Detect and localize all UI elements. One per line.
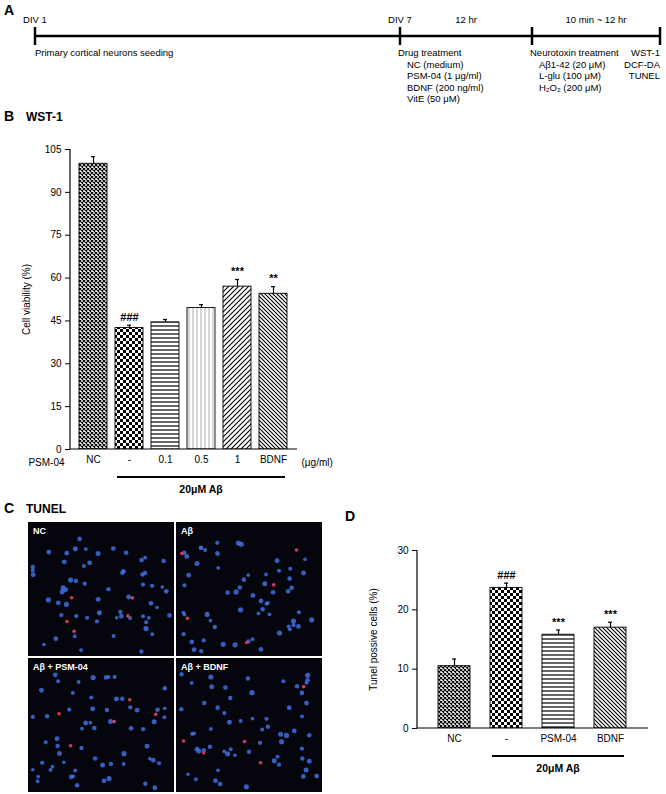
svg-text:BDNF: BDNF: [597, 733, 624, 744]
html-text:D: D: [345, 508, 356, 524]
svg-text:Primary cortical neurons seedi: Primary cortical neurons seeding: [35, 47, 173, 58]
svg-text:PSM-04 (1 μg/ml): PSM-04 (1 μg/ml): [407, 70, 482, 81]
svg-text:90: 90: [50, 187, 62, 198]
svg-text:H₂O₂ (200 μM): H₂O₂ (200 μM): [539, 82, 601, 93]
svg-text:-: -: [505, 733, 508, 744]
svg-text:Aβ + PSM-04: Aβ + PSM-04: [33, 662, 88, 672]
svg-text:VitE (50 μM): VitE (50 μM): [407, 93, 460, 104]
svg-text:Cell viability (%): Cell viability (%): [21, 264, 32, 335]
svg-text:TUNEL: TUNEL: [629, 70, 660, 81]
svg-text:BDNF: BDNF: [260, 454, 287, 465]
svg-text:20μM Aβ: 20μM Aβ: [536, 762, 580, 774]
svg-text:PSM-04: PSM-04: [28, 457, 65, 468]
svg-text:WST-1: WST-1: [631, 47, 660, 58]
svg-text:30: 30: [397, 545, 409, 556]
html-text:B: B: [4, 108, 15, 124]
svg-text:PSM-04: PSM-04: [540, 733, 577, 744]
svg-text:-: -: [128, 454, 131, 465]
svg-text:NC: NC: [86, 454, 100, 465]
svg-text:Tunel possive cells (%): Tunel possive cells (%): [368, 588, 379, 690]
svg-text:12 hr: 12 hr: [455, 14, 477, 25]
svg-text:0: 0: [403, 723, 409, 734]
svg-text:1: 1: [235, 454, 241, 465]
svg-text:20μM Aβ: 20μM Aβ: [179, 483, 223, 495]
svg-text:45: 45: [50, 315, 62, 326]
svg-text:Neurotoxin treatment: Neurotoxin treatment: [530, 47, 619, 58]
svg-text:30: 30: [50, 358, 62, 369]
svg-text:***: ***: [552, 616, 566, 628]
svg-text:10 min ~ 12 hr: 10 min ~ 12 hr: [566, 14, 627, 25]
svg-text:Aβ: Aβ: [181, 526, 193, 536]
svg-text:###: ###: [497, 569, 515, 581]
svg-text:60: 60: [50, 272, 62, 283]
html-text:C: C: [4, 500, 15, 516]
svg-text:Aβ1-42 (20 μM): Aβ1-42 (20 μM): [539, 59, 605, 70]
svg-text:10: 10: [397, 663, 409, 674]
html-text:WST-1: WST-1: [26, 110, 63, 124]
svg-text:0.1: 0.1: [159, 454, 173, 465]
svg-text:NC: NC: [33, 526, 46, 536]
svg-text:(μg/ml): (μg/ml): [302, 457, 333, 468]
html-text:TUNEL: TUNEL: [26, 502, 66, 516]
svg-text:***: ***: [231, 265, 245, 277]
svg-text:Drug treatment: Drug treatment: [398, 47, 462, 58]
svg-text:NC (medium): NC (medium): [407, 59, 463, 70]
svg-text:Aβ + BDNF: Aβ + BDNF: [181, 662, 229, 672]
svg-text:75: 75: [50, 229, 62, 240]
svg-text:DCF-DA: DCF-DA: [624, 59, 661, 70]
svg-text:DIV 1: DIV 1: [23, 14, 47, 25]
svg-text:DIV 7: DIV 7: [388, 14, 412, 25]
svg-text:NC: NC: [447, 733, 461, 744]
svg-text:15: 15: [50, 401, 62, 412]
svg-text:***: ***: [604, 608, 618, 620]
svg-text:**: **: [269, 272, 278, 284]
svg-text:0: 0: [56, 444, 62, 455]
svg-text:105: 105: [45, 144, 62, 155]
svg-text:BDNF (200 ng/ml): BDNF (200 ng/ml): [407, 82, 484, 93]
svg-text:###: ###: [120, 311, 138, 323]
svg-text:L-glu (100 μM): L-glu (100 μM): [539, 70, 601, 81]
svg-text:20: 20: [397, 604, 409, 615]
svg-text:A: A: [4, 2, 14, 18]
svg-text:0.5: 0.5: [195, 454, 209, 465]
